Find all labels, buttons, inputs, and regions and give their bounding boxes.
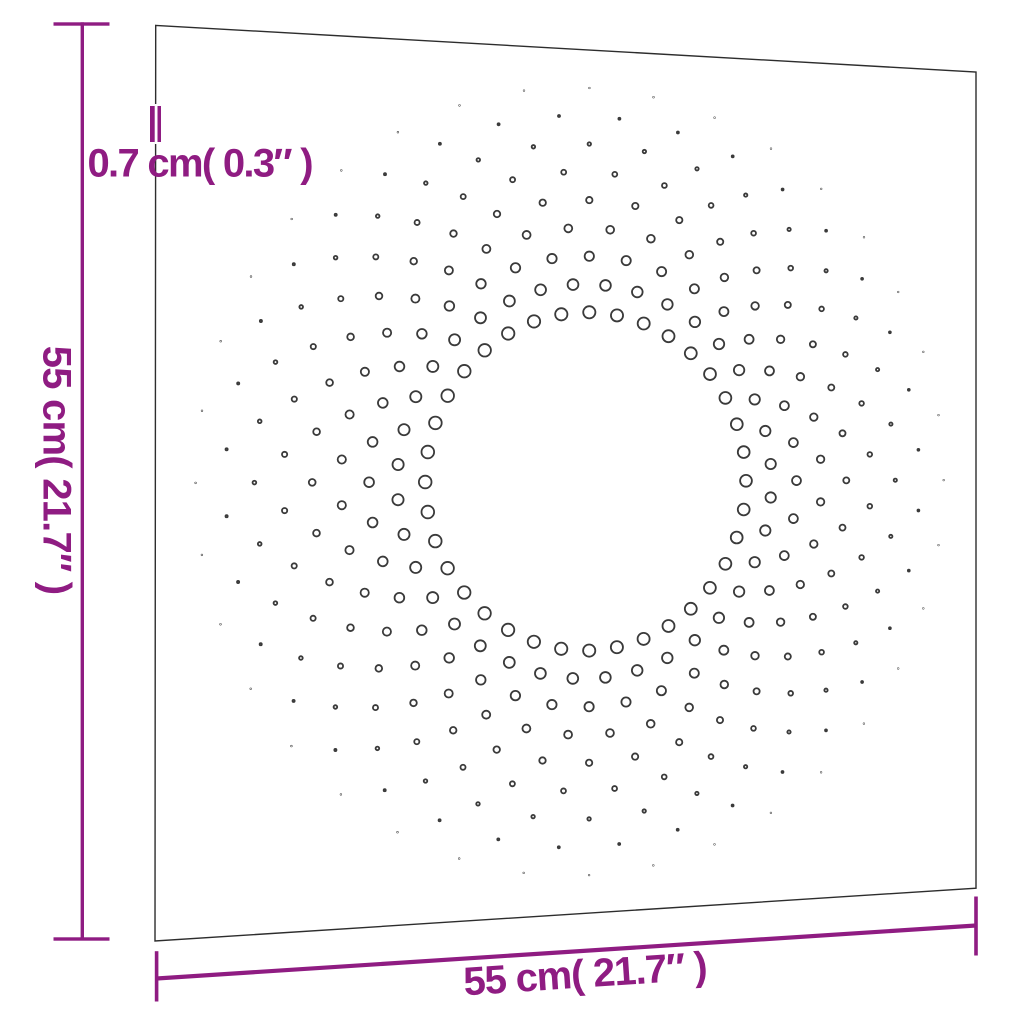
svg-text:0.7 cm( 0.3″ ): 0.7 cm( 0.3″ ) (88, 141, 313, 185)
svg-text:55 cm( 21.7″ ): 55 cm( 21.7″ ) (35, 346, 79, 595)
